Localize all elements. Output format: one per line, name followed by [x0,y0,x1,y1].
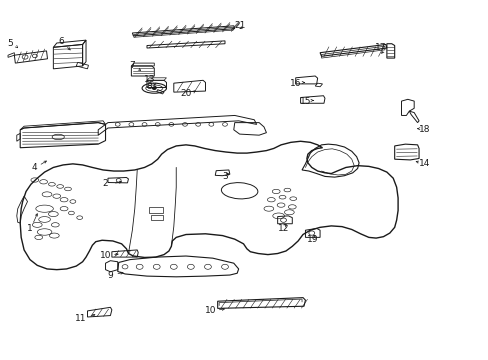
Text: 16: 16 [289,79,301,88]
Text: 13: 13 [143,75,155,84]
Text: 15: 15 [299,96,310,105]
Text: 1: 1 [27,224,33,233]
Text: 9: 9 [107,270,113,279]
Text: 5: 5 [7,39,13,48]
Circle shape [152,86,157,90]
Text: 8: 8 [146,82,152,91]
Text: 12: 12 [277,224,288,233]
Text: 18: 18 [418,125,430,134]
Text: 3: 3 [222,172,227,181]
Text: 14: 14 [418,159,430,168]
Text: 2: 2 [102,179,108,188]
Text: 17: 17 [374,43,386,52]
Text: 11: 11 [75,314,87,323]
Text: 20: 20 [180,89,191,98]
Text: 10: 10 [204,306,216,315]
Text: 10: 10 [100,251,111,260]
Text: 7: 7 [129,61,135,70]
Text: 6: 6 [59,37,64,46]
Text: 4: 4 [32,163,38,172]
Text: 21: 21 [233,21,245,30]
Text: 19: 19 [306,235,318,244]
